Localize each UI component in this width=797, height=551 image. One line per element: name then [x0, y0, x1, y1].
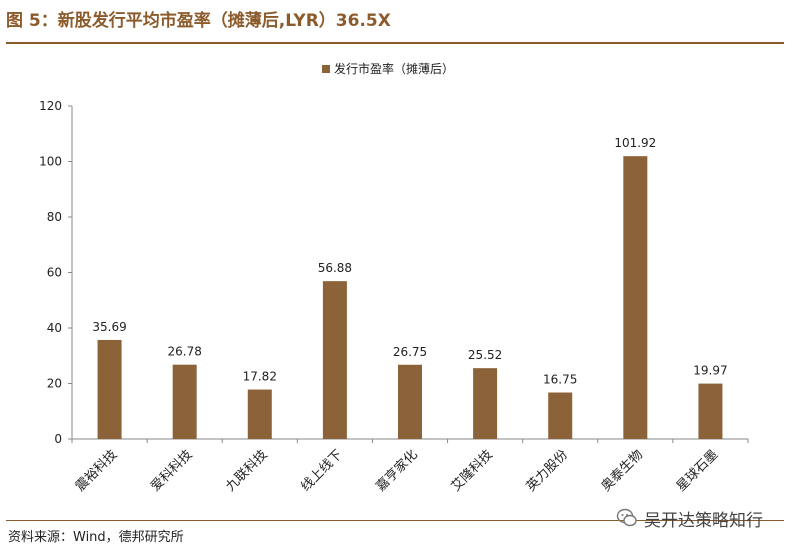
y-tick-label: 80: [47, 210, 62, 224]
bar: [698, 383, 723, 439]
bar: [548, 392, 573, 439]
category-labels: 震裕科技 爱科科技 九联科技 线上线下 嘉亨家化 艾隆科技 英力股份 奥泰生物 星球石墨: [73, 447, 721, 495]
source-note: 资料来源：Wind，德邦研究所: [8, 530, 184, 545]
watermark-text: 吴开达策略知行: [644, 510, 763, 531]
bar-value-label: 101.92: [614, 136, 656, 150]
bar-value-label: 25.52: [468, 348, 502, 362]
footer-rule: [6, 520, 784, 521]
bar-value-label: 19.97: [693, 364, 727, 378]
y-tick-label: 0: [54, 432, 62, 446]
category-label: 英力股份: [524, 447, 571, 494]
bar: [97, 339, 122, 439]
category-label: 嘉亨家化: [373, 447, 421, 495]
bar: [247, 389, 272, 439]
y-tick-label: 40: [47, 321, 62, 335]
legend-swatch: [322, 65, 330, 73]
bar: [473, 368, 498, 439]
figure-title: 图 5：新股发行平均市盈率（摊薄后,LYR）36.5X: [6, 11, 391, 31]
bar-value-label: 16.75: [543, 373, 577, 387]
y-tick-label: 20: [47, 377, 62, 391]
value-labels: 35.69 26.78 17.82 56.88 26.75 25.52 16.75 101.9…: [92, 136, 727, 386]
title-rule: [6, 42, 784, 44]
bar-value-label: 26.78: [167, 345, 201, 359]
category-label: 星球石墨: [674, 447, 721, 494]
bar: [623, 156, 648, 439]
bar: [172, 364, 197, 439]
category-label: 九联科技: [223, 447, 270, 494]
bar-value-label: 17.82: [243, 370, 277, 384]
y-tick-label: 120: [39, 99, 62, 113]
category-label: 奥泰生物: [599, 447, 646, 494]
category-label: 震裕科技: [73, 447, 120, 494]
y-tick-label: 60: [47, 266, 62, 280]
legend: 发行市盈率（摊薄后）: [322, 61, 454, 76]
category-label: 艾隆科技: [449, 447, 496, 494]
bar-value-label: 26.75: [393, 345, 427, 359]
watermark: 吴开达策略知行: [616, 505, 786, 531]
bar-series: [97, 156, 723, 439]
legend-label: 发行市盈率（摊薄后）: [334, 61, 454, 76]
bar-value-label: 35.69: [92, 320, 126, 334]
bar-value-label: 56.88: [318, 261, 352, 275]
category-label: 爱科科技: [148, 447, 195, 494]
y-tick-label: 100: [39, 155, 62, 169]
y-axis-ticks: 0 20 40 60 80 100 120: [39, 99, 72, 446]
bar: [322, 281, 347, 439]
x-axis-ticks: [71, 439, 749, 443]
category-label: 线上线下: [298, 447, 345, 494]
wechat-icon: [616, 508, 637, 527]
bar: [398, 364, 422, 439]
